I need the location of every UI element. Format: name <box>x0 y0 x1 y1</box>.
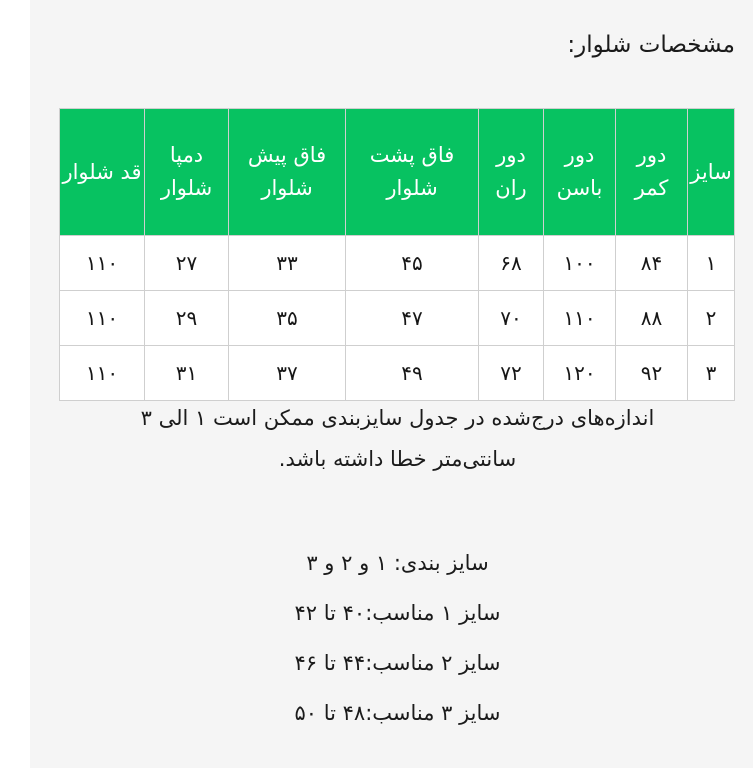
column-header-waist: دور کمر <box>615 108 688 236</box>
cell-hip: ۱۰۰ <box>543 235 616 291</box>
page-title: مشخصات شلوار: <box>567 32 735 58</box>
size-chart-table: سایز دور کمر دور باسن دور ران فاق پشت شل… <box>59 108 735 401</box>
note-line-1: اندازه‌های درج‌شده در جدول سایزبندی ممکن… <box>140 406 655 430</box>
column-header-length: قد شلوار <box>59 108 145 236</box>
column-header-back-rise: فاق پشت شلوار <box>345 108 479 236</box>
cell-thigh: ۷۰ <box>478 290 544 346</box>
cell-size: ۲ <box>687 290 735 346</box>
sizing-size-3: سایز ۳ مناسب:۴۸ تا ۵۰ <box>294 701 501 725</box>
cell-hem: ۳۱ <box>144 345 229 401</box>
table-row: ۲ ۸۸ ۱۱۰ ۷۰ ۴۷ ۳۵ ۲۹ ۱۱۰ <box>59 290 735 346</box>
cell-back-rise: ۴۷ <box>345 290 479 346</box>
cell-back-rise: ۴۹ <box>345 345 479 401</box>
cell-hip: ۱۱۰ <box>543 290 616 346</box>
sizing-size-1: سایز ۱ مناسب:۴۰ تا ۴۲ <box>294 601 501 625</box>
column-header-hip: دور باسن <box>543 108 616 236</box>
cell-hem: ۲۹ <box>144 290 229 346</box>
size-chart-container: سایز دور کمر دور باسن دور ران فاق پشت شل… <box>59 108 735 401</box>
cell-waist: ۹۲ <box>615 345 688 401</box>
column-header-thigh: دور ران <box>478 108 544 236</box>
table-row: ۳ ۹۲ ۱۲۰ ۷۲ ۴۹ ۳۷ ۳۱ ۱۱۰ <box>59 345 735 401</box>
cell-waist: ۸۴ <box>615 235 688 291</box>
cell-size: ۱ <box>687 235 735 291</box>
cell-size: ۳ <box>687 345 735 401</box>
table-row: ۱ ۸۴ ۱۰۰ ۶۸ ۴۵ ۳۳ ۲۷ ۱۱۰ <box>59 235 735 291</box>
column-header-hem: دمپا شلوار <box>144 108 229 236</box>
sizing-guide-list: سایز بندی: ۱ و ۲ و ۳ سایز ۱ مناسب:۴۰ تا … <box>60 538 735 738</box>
table-header-row: سایز دور کمر دور باسن دور ران فاق پشت شل… <box>59 108 735 236</box>
cell-waist: ۸۸ <box>615 290 688 346</box>
product-description-panel: مشخصات شلوار: سایز دور کمر دور باسن دور … <box>30 0 753 768</box>
cell-length: ۱۱۰ <box>59 235 145 291</box>
column-header-front-rise: فاق پیش شلوار <box>228 108 346 236</box>
sizing-size-2: سایز ۲ مناسب:۴۴ تا ۴۶ <box>294 651 501 675</box>
cell-thigh: ۷۲ <box>478 345 544 401</box>
sizing-range-summary: سایز بندی: ۱ و ۲ و ۳ <box>306 551 489 575</box>
note-line-2: سانتی‌متر خطا داشته باشد. <box>278 447 517 471</box>
measurement-tolerance-note: اندازه‌های درج‌شده در جدول سایزبندی ممکن… <box>60 398 735 480</box>
column-header-size: سایز <box>687 108 735 236</box>
cell-length: ۱۱۰ <box>59 290 145 346</box>
cell-front-rise: ۳۳ <box>228 235 346 291</box>
cell-hip: ۱۲۰ <box>543 345 616 401</box>
cell-hem: ۲۷ <box>144 235 229 291</box>
cell-back-rise: ۴۵ <box>345 235 479 291</box>
cell-front-rise: ۳۵ <box>228 290 346 346</box>
cell-length: ۱۱۰ <box>59 345 145 401</box>
cell-thigh: ۶۸ <box>478 235 544 291</box>
cell-front-rise: ۳۷ <box>228 345 346 401</box>
